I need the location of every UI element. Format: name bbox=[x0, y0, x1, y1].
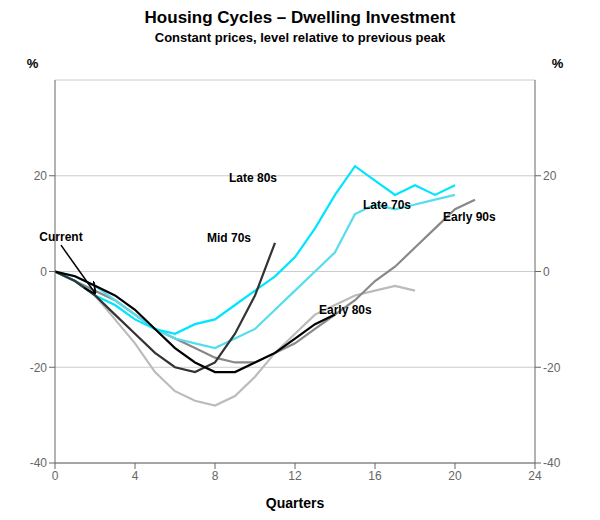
svg-text:8: 8 bbox=[212, 469, 219, 483]
svg-text:Late 70s: Late 70s bbox=[363, 198, 411, 212]
svg-text:0: 0 bbox=[543, 265, 550, 279]
svg-text:20: 20 bbox=[448, 469, 462, 483]
svg-text:%: % bbox=[552, 56, 564, 71]
svg-text:16: 16 bbox=[368, 469, 382, 483]
svg-text:-20: -20 bbox=[543, 361, 561, 375]
html-text:Constant prices, level relativ: Constant prices, level relative to previ… bbox=[154, 30, 446, 45]
svg-text:Current: Current bbox=[39, 230, 82, 244]
svg-text:4: 4 bbox=[132, 469, 139, 483]
svg-text:Quarters: Quarters bbox=[266, 495, 325, 511]
svg-text:Early 90s: Early 90s bbox=[443, 210, 496, 224]
svg-text:-40: -40 bbox=[30, 456, 48, 470]
svg-text:-40: -40 bbox=[543, 456, 561, 470]
svg-text:-20: -20 bbox=[30, 361, 48, 375]
svg-text:%: % bbox=[27, 56, 39, 71]
html-text:Housing Cycles – Dwelling Inve: Housing Cycles – Dwelling Investment bbox=[144, 8, 456, 27]
svg-text:Early 80s: Early 80s bbox=[319, 303, 372, 317]
svg-text:0: 0 bbox=[40, 265, 47, 279]
svg-text:12: 12 bbox=[288, 469, 302, 483]
svg-text:24: 24 bbox=[528, 469, 542, 483]
svg-text:Mid 70s: Mid 70s bbox=[207, 231, 251, 245]
svg-text:Late 80s: Late 80s bbox=[229, 171, 277, 185]
svg-text:20: 20 bbox=[543, 169, 557, 183]
svg-text:0: 0 bbox=[52, 469, 59, 483]
svg-text:20: 20 bbox=[34, 169, 48, 183]
